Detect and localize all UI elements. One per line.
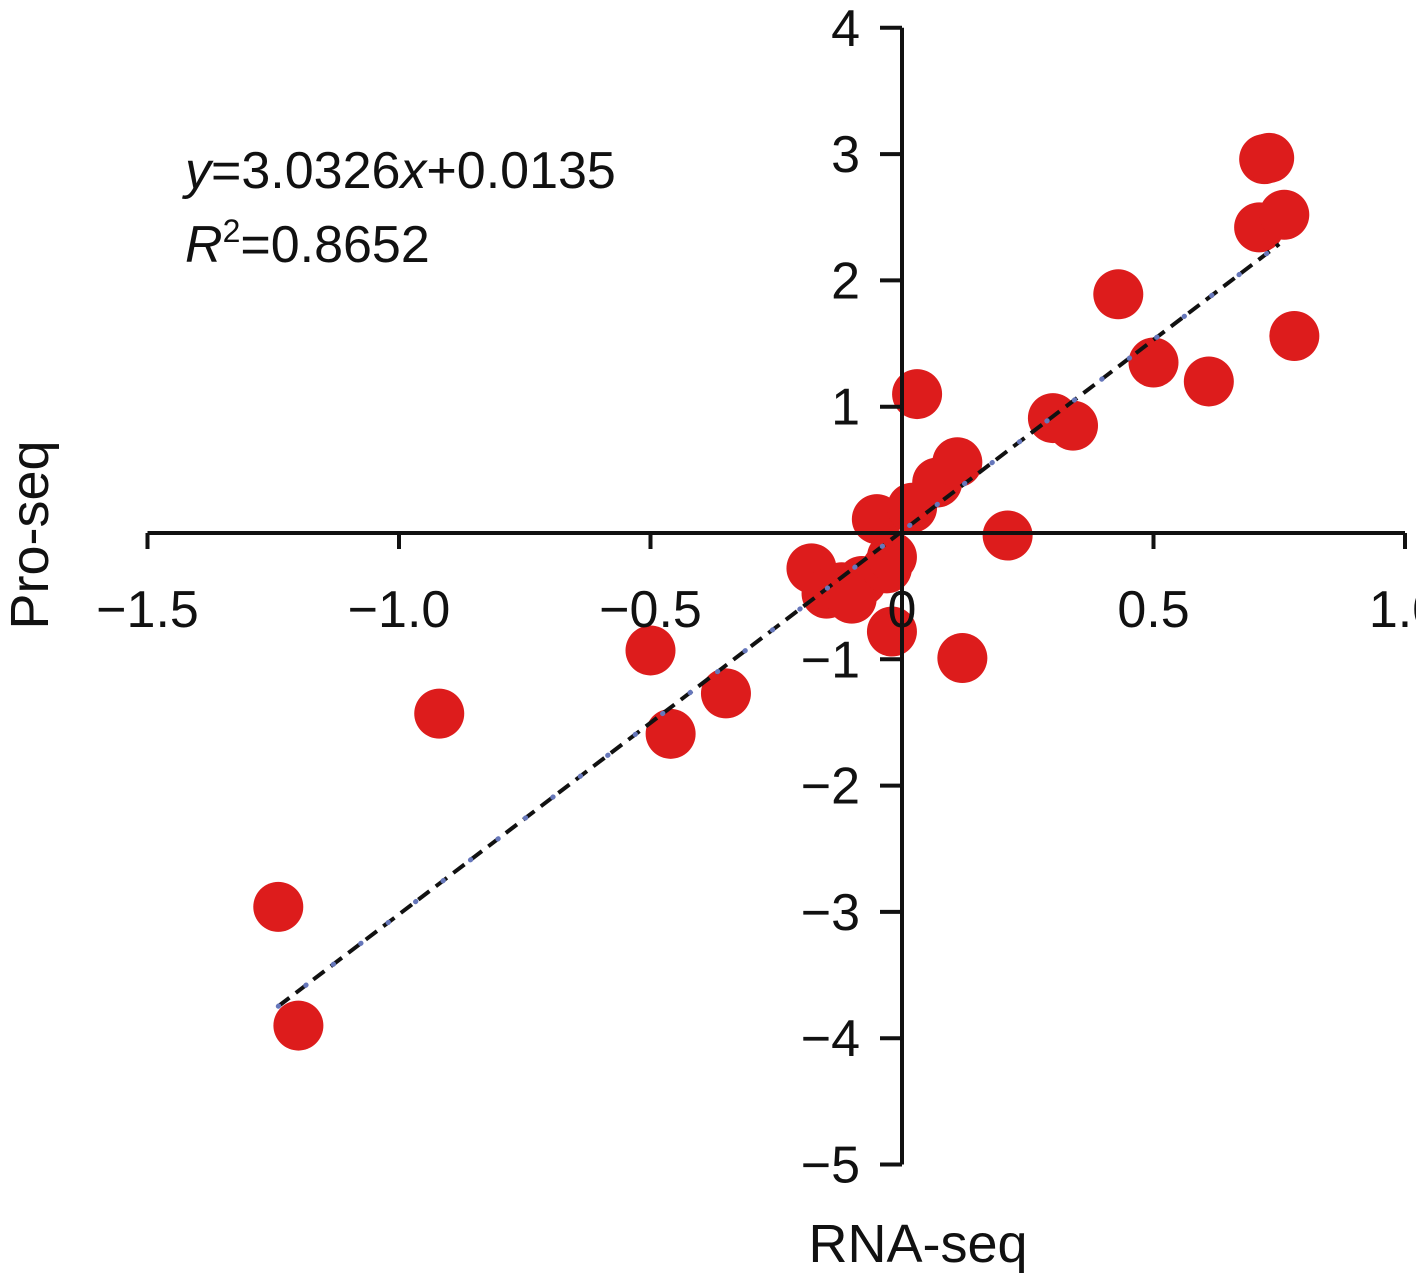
data-point <box>700 668 751 719</box>
data-point <box>1048 400 1099 451</box>
y-tick-label: −5 <box>801 1137 860 1195</box>
y-tick-label: 4 <box>831 0 860 58</box>
x-tick-label: −0.5 <box>599 581 702 639</box>
trendline-layer <box>275 241 1282 1009</box>
y-tick-label: 3 <box>831 126 860 184</box>
data-point <box>253 881 304 932</box>
x-axis-title: RNA-seq <box>808 1214 1027 1274</box>
x-tick-label: −1.5 <box>96 581 199 639</box>
points-layer <box>253 132 1320 1051</box>
data-point <box>937 633 988 684</box>
data-point <box>1128 337 1179 388</box>
x-tick-label: 1.0 <box>1369 581 1416 639</box>
data-point <box>1259 189 1310 240</box>
y-tick-label: −3 <box>801 884 860 942</box>
data-point <box>866 531 917 582</box>
x-tick-label: 0.5 <box>1117 581 1189 639</box>
data-point <box>1093 269 1144 320</box>
trendline-dots <box>275 241 1282 1009</box>
labels-layer: −1.5 −1.0 −0.5 0 0.5 1.0 4 3 2 1 −1 −2 −3 −4 −5 <box>96 0 1416 1195</box>
y-tick-label: 1 <box>831 379 860 437</box>
data-point <box>1244 132 1295 183</box>
data-point <box>1183 356 1234 407</box>
y-axis-title: Pro-seq <box>0 440 60 629</box>
y-tick-label: 2 <box>831 252 860 310</box>
regression-equation: y=3.0326x+0.0135 <box>182 142 616 200</box>
x-tick-label: −1.0 <box>348 581 451 639</box>
data-point <box>625 625 676 676</box>
data-point <box>932 437 983 488</box>
y-tick-label: −1 <box>801 631 860 689</box>
data-point <box>1269 310 1320 361</box>
data-point <box>645 708 696 759</box>
data-point <box>866 606 917 657</box>
y-tick-label: −2 <box>801 758 860 816</box>
data-point <box>414 688 465 739</box>
data-point <box>892 369 943 420</box>
x-tick-label: 0 <box>888 581 917 639</box>
axes-layer <box>145 25 1407 1167</box>
data-point <box>982 510 1033 561</box>
y-tick-label: −4 <box>801 1010 860 1068</box>
data-point <box>273 1000 324 1051</box>
r-squared-label: R2=0.8652 <box>185 213 430 274</box>
